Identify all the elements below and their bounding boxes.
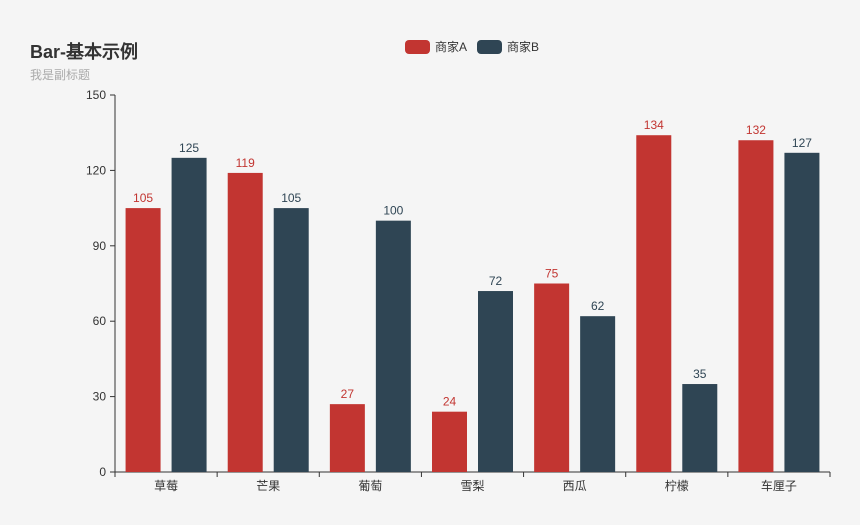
x-tick-label-2: 葡萄 (358, 479, 382, 493)
x-tick-label-3: 雪梨 (460, 479, 484, 493)
bar-series-a-5[interactable] (636, 135, 672, 473)
data-label-series-b-6: 127 (792, 136, 812, 150)
data-label-series-b-3: 72 (489, 274, 503, 288)
bar-series-b-5[interactable] (682, 384, 718, 472)
legend-item-series-a[interactable]: 商家A (405, 38, 467, 55)
data-label-series-b-5: 35 (693, 367, 707, 381)
x-tick-label-4: 西瓜 (563, 479, 587, 493)
data-label-series-a-0: 105 (133, 191, 153, 205)
data-label-series-b-0: 125 (179, 141, 199, 155)
x-tick-label-6: 车厘子 (761, 478, 797, 493)
y-tick-label-120: 120 (86, 163, 106, 177)
data-label-series-a-5: 134 (644, 118, 664, 132)
bar-series-b-6[interactable] (784, 152, 820, 472)
x-tick-label-0: 草莓 (154, 479, 178, 493)
data-label-series-a-4: 75 (545, 267, 559, 281)
data-label-series-b-1: 105 (281, 191, 301, 205)
bar-series-a-6[interactable] (738, 140, 774, 473)
x-tick-label-1: 芒果 (256, 478, 280, 493)
bar-series-b-0[interactable] (171, 157, 207, 473)
data-label-series-a-6: 132 (746, 123, 766, 137)
x-tick-label-5: 柠檬 (665, 478, 689, 493)
bar-series-a-2[interactable] (329, 404, 365, 472)
y-tick-label-150: 150 (86, 88, 106, 102)
y-tick-label-30: 30 (93, 390, 107, 404)
bar-series-a-1[interactable] (227, 172, 263, 472)
legend-swatch-series-a (405, 39, 430, 54)
data-label-series-a-1: 119 (236, 156, 255, 170)
bar-series-b-3[interactable] (478, 291, 513, 472)
legend-label-series-a: 商家A (435, 40, 468, 54)
data-label-series-a-2: 27 (341, 387, 355, 401)
chart-subtitle: 我是副标题 (30, 68, 91, 82)
bar-series-a-4[interactable] (534, 283, 570, 473)
legend-item-series-b[interactable]: 商家B (477, 38, 539, 55)
bar-series-a-0[interactable] (125, 208, 161, 472)
y-tick-label-0: 0 (99, 465, 106, 479)
bar-series-a-3[interactable] (432, 411, 467, 472)
legend-swatch-series-b (477, 39, 503, 54)
chart-title: Bar-基本示例 (30, 42, 139, 62)
data-label-series-a-3: 24 (443, 395, 457, 409)
data-label-series-b-2: 100 (383, 204, 403, 218)
y-tick-label-90: 90 (93, 239, 107, 253)
bar-series-b-2[interactable] (375, 220, 411, 472)
legend-label-series-b: 商家B (507, 40, 540, 54)
y-tick-label-60: 60 (93, 314, 107, 328)
legend: 商家A 商家B (405, 38, 539, 55)
bar-series-b-4[interactable] (580, 316, 616, 472)
data-label-series-b-4: 62 (591, 299, 605, 313)
bar-series-b-1[interactable] (273, 208, 309, 472)
